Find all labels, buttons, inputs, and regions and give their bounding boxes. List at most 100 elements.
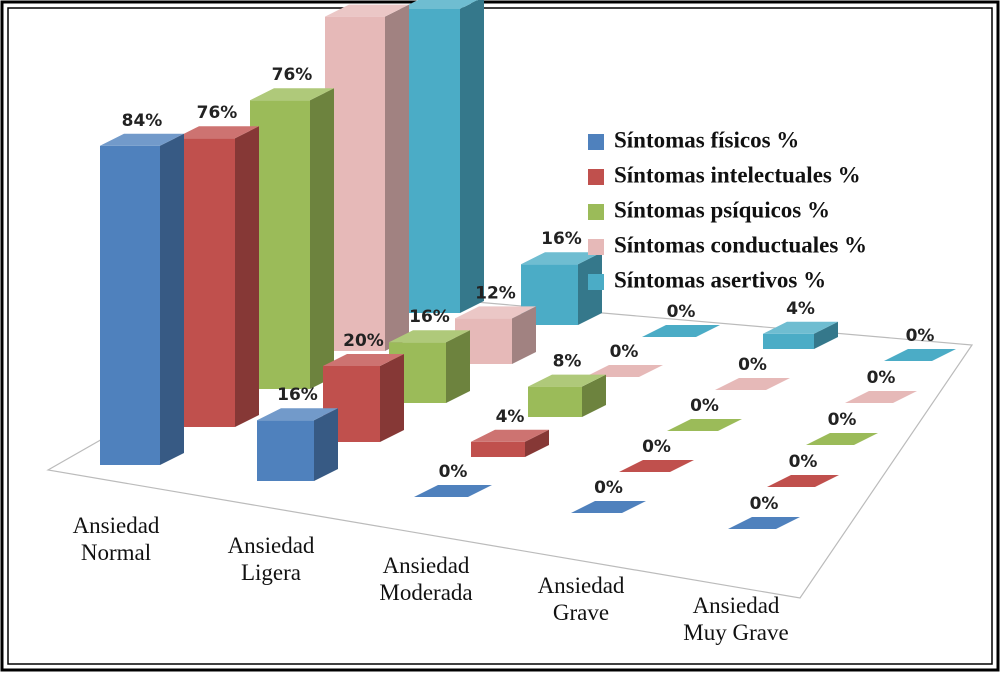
- bar: [414, 485, 492, 497]
- bar-side: [814, 321, 838, 349]
- bar-front: [257, 420, 314, 481]
- bar-top: [325, 4, 409, 17]
- value-label: 0%: [610, 342, 639, 362]
- bar-top: [250, 88, 334, 101]
- value-label: 76%: [197, 103, 238, 123]
- category-label: Ansiedad Moderada: [379, 553, 473, 605]
- bar-front: [100, 145, 160, 466]
- bar: [667, 419, 742, 431]
- value-label: 88%: [347, 0, 388, 2]
- bar: [250, 88, 334, 389]
- value-label: 16%: [277, 385, 318, 405]
- bar: [806, 433, 878, 445]
- bar: [767, 475, 839, 487]
- bar-front: [325, 16, 385, 351]
- bar-top: [619, 460, 694, 472]
- bar: [325, 4, 409, 351]
- bar-top: [884, 349, 956, 361]
- legend-label: Síntomas intelectuales %: [614, 162, 861, 187]
- bar-top: [175, 126, 259, 139]
- value-label: 0%: [738, 355, 767, 375]
- bar-top: [667, 419, 742, 431]
- bar-front: [175, 138, 235, 427]
- bar-front: [250, 100, 310, 389]
- bar-side: [582, 374, 606, 417]
- value-label: 76%: [272, 65, 313, 85]
- value-label: 0%: [750, 494, 779, 514]
- value-label: 8%: [553, 352, 582, 372]
- value-label: 12%: [475, 283, 516, 303]
- bar-top: [100, 133, 184, 146]
- bar-side: [310, 88, 334, 389]
- value-label: 0%: [439, 462, 468, 482]
- bar-side: [525, 429, 549, 457]
- bar-top: [642, 325, 720, 337]
- bar-top: [455, 306, 536, 319]
- bar-top: [845, 391, 917, 403]
- value-label: 0%: [594, 478, 623, 498]
- bar: [585, 365, 663, 377]
- legend-swatch: [588, 169, 604, 185]
- category-label: Ansiedad Ligera: [227, 533, 315, 585]
- bar-side: [160, 133, 184, 466]
- bar: [257, 408, 338, 481]
- bar: [528, 374, 606, 417]
- bar: [884, 349, 956, 361]
- bar-top: [806, 433, 878, 445]
- value-label: 0%: [642, 437, 671, 457]
- value-label: 4%: [496, 407, 525, 427]
- bar-top: [471, 429, 549, 442]
- value-label: 0%: [690, 396, 719, 416]
- bar-top: [763, 321, 838, 334]
- bar: [471, 429, 549, 457]
- value-label: 84%: [122, 111, 163, 131]
- bar-side: [314, 408, 338, 481]
- frame-inner: [7, 7, 993, 665]
- bar: [845, 391, 917, 403]
- legend-swatch: [588, 134, 604, 150]
- legend-label: Síntomas psíquicos %: [614, 197, 830, 222]
- bar-top: [414, 485, 492, 497]
- legend-label: Síntomas conductuales %: [614, 232, 867, 257]
- value-label: 16%: [541, 229, 582, 249]
- bar: [619, 460, 694, 472]
- category-label: Ansiedad Normal: [72, 513, 160, 565]
- bar: [100, 133, 184, 466]
- value-label: 20%: [343, 331, 384, 351]
- bar-top: [389, 330, 470, 343]
- bar-top: [528, 374, 606, 387]
- bar-side: [385, 4, 409, 351]
- bar: [571, 501, 646, 513]
- bar-top: [715, 378, 790, 390]
- value-label: 0%: [667, 302, 696, 322]
- legend-swatch: [588, 274, 604, 290]
- value-label: 0%: [789, 452, 818, 472]
- bar-top: [257, 408, 338, 421]
- bar-top: [585, 365, 663, 377]
- bar-side: [235, 126, 259, 427]
- bar-top: [767, 475, 839, 487]
- bar: [715, 378, 790, 390]
- bar-front: [528, 386, 582, 417]
- legend-swatch: [588, 204, 604, 220]
- value-label: 0%: [828, 410, 857, 430]
- bar: [728, 517, 800, 529]
- value-label: 4%: [786, 299, 815, 319]
- bar: [763, 321, 838, 349]
- bar-top: [728, 517, 800, 529]
- bar-front: [471, 441, 525, 457]
- bar-front: [763, 333, 814, 349]
- bar: [175, 126, 259, 427]
- value-label: 0%: [906, 326, 935, 346]
- bar-side: [446, 330, 470, 403]
- bar-side: [512, 306, 536, 364]
- value-label: 16%: [409, 307, 450, 327]
- value-label: 0%: [867, 368, 896, 388]
- legend-label: Síntomas asertivos %: [614, 267, 826, 292]
- bar: [642, 325, 720, 337]
- bar-top: [521, 252, 602, 265]
- bar-side: [380, 354, 404, 442]
- category-label: Ansiedad Muy Grave: [683, 593, 789, 645]
